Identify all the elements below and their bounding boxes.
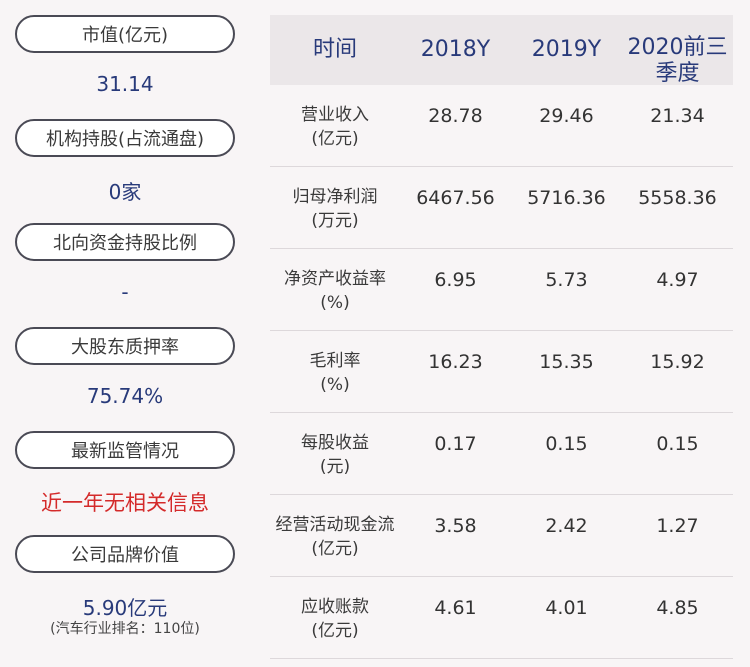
row-label-unit: (%): [320, 293, 350, 313]
brand-value-label: 公司品牌价值: [15, 535, 235, 573]
northbound-ratio-label: 北向资金持股比例: [15, 223, 235, 261]
row-label-unit: (亿元): [311, 621, 359, 641]
row-label-unit: (亿元): [311, 129, 359, 149]
row-label: 毛利率 (%): [270, 349, 400, 397]
row-label-unit: (%): [320, 375, 350, 395]
table-row: 每股收益 (元) 0.17 0.15 0.15: [270, 413, 733, 495]
cell-2019: 2.42: [545, 515, 588, 537]
cell-2020q3: 5558.36: [638, 187, 717, 209]
cell-2018: 28.78: [428, 105, 483, 127]
cell-2020q3: 21.34: [650, 105, 705, 127]
cell-2020q3: 1.27: [656, 515, 699, 537]
row-label: 归母净利润 (万元): [270, 185, 400, 233]
cell-2020q3: 4.97: [656, 269, 699, 291]
cell-2018: 0.17: [434, 433, 477, 455]
cell-2018: 4.61: [434, 597, 477, 619]
row-label-unit: (万元): [311, 211, 359, 231]
row-label-name: 应收账款: [301, 597, 369, 617]
pledge-rate-value: 75.74%: [86, 384, 164, 408]
row-label-name: 每股收益: [301, 433, 369, 453]
cell-2019: 4.01: [545, 597, 588, 619]
table-row: 归母净利润 (万元) 6467.56 5716.36 5558.36: [270, 167, 733, 249]
cell-2018: 6.95: [434, 269, 477, 291]
cell-2019: 29.46: [539, 105, 594, 127]
northbound-ratio-value: -: [121, 280, 129, 304]
table-row: 毛利率 (%) 16.23 15.35 15.92: [270, 331, 733, 413]
regulatory-status-label: 最新监管情况: [15, 431, 235, 469]
cell-2020q3: 15.92: [650, 351, 705, 373]
cell-2019: 0.15: [545, 433, 588, 455]
pledge-rate-label: 大股东质押率: [15, 327, 235, 365]
table-row: 净资产收益率 (%) 6.95 5.73 4.97: [270, 249, 733, 331]
table-row: 经营活动现金流 (亿元) 3.58 2.42 1.27: [270, 495, 733, 577]
table-header: 时间 2018Y 2019Y 2020前三季度: [270, 15, 733, 86]
row-label-unit: (亿元): [311, 539, 359, 559]
header-period: 时间: [312, 37, 357, 62]
row-label-name: 归母净利润: [292, 187, 378, 207]
row-label-name: 经营活动现金流: [275, 515, 395, 535]
regulatory-status-value: 近一年无相关信息: [41, 491, 209, 515]
row-label-name: 毛利率: [309, 351, 361, 371]
row-label: 每股收益 (元): [270, 431, 400, 479]
brand-value-value: 5.90亿元: [82, 596, 168, 620]
brand-rank-note: (汽车行业排名：110位): [50, 621, 200, 637]
table-row: 应收账款 (亿元) 4.61 4.01 4.85: [270, 577, 733, 659]
cell-2019: 5716.36: [527, 187, 606, 209]
row-label-name: 净资产收益率: [284, 269, 386, 289]
institutional-holding-value: 0家: [108, 180, 142, 204]
header-2020q3: 2020前三季度: [627, 35, 728, 86]
cell-2020q3: 4.85: [656, 597, 699, 619]
table-row: 营业收入 (亿元) 28.78 29.46 21.34: [270, 85, 733, 167]
cell-2020q3: 0.15: [656, 433, 699, 455]
cell-2018: 6467.56: [416, 187, 495, 209]
market-cap-value: 31.14: [96, 72, 154, 96]
cell-2018: 16.23: [428, 351, 483, 373]
cell-2019: 5.73: [545, 269, 588, 291]
market-cap-label: 市值(亿元): [15, 15, 235, 53]
financial-table: 时间 2018Y 2019Y 2020前三季度 营业收入 (亿元) 28.78 2…: [270, 15, 733, 659]
row-label: 经营活动现金流 (亿元): [270, 513, 400, 561]
row-label-name: 营业收入: [301, 105, 369, 125]
cell-2019: 15.35: [539, 351, 594, 373]
header-2018: 2018Y: [420, 37, 491, 62]
cell-2018: 3.58: [434, 515, 477, 537]
row-label: 净资产收益率 (%): [270, 267, 400, 315]
row-label-unit: (元): [319, 457, 351, 477]
row-label: 营业收入 (亿元): [270, 103, 400, 151]
header-2019: 2019Y: [531, 37, 602, 62]
row-label: 应收账款 (亿元): [270, 595, 400, 643]
institutional-holding-label: 机构持股(占流通盘): [15, 119, 235, 157]
